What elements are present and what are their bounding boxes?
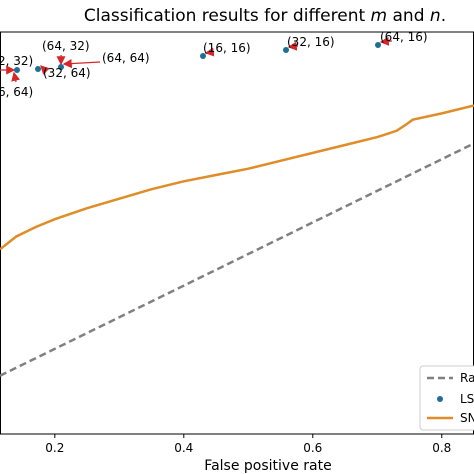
point-label: (64, 64) (102, 51, 150, 65)
roc-curve-line (0, 104, 474, 251)
chart-title: Classification results for different m a… (84, 6, 446, 26)
axes-frame (0, 31, 474, 435)
annotation-arrow (40, 65, 50, 75)
annotation-arrow (11, 71, 21, 83)
data-point (283, 47, 289, 53)
data-point (375, 42, 381, 48)
data-point (200, 53, 206, 59)
legend-swatch-point (437, 396, 443, 402)
annotation-arrow (287, 41, 299, 51)
plot-area: 0.2 0.4 0.6 0.8 (16, 16) (32, 16) (64, 16) (64,… (0, 30, 474, 455)
data-point (58, 64, 64, 70)
point-label: 2, 32) (0, 54, 33, 68)
random-classifier-line (0, 142, 474, 377)
point-label: (32, 16) (287, 35, 335, 49)
point-label: (64, 16) (380, 30, 428, 44)
legend-box (419, 365, 474, 431)
point-label: (16, 16) (203, 41, 251, 55)
x-tick-label: 0.2 (45, 441, 64, 455)
data-point (35, 66, 41, 72)
point-label: 6, 64) (0, 85, 33, 99)
x-tick-label: 0.6 (303, 441, 322, 455)
legend-label: LS (460, 392, 474, 406)
point-label: (64, 32) (42, 39, 90, 53)
point-label: (32, 64) (43, 66, 91, 80)
legend-label: SN (460, 411, 474, 425)
annotation-arrow (379, 36, 393, 46)
legend-label: Ra (460, 371, 474, 385)
x-tick-label: 0.4 (174, 441, 193, 455)
annotation-arrow (204, 47, 215, 57)
x-tick-label: 0.8 (432, 441, 451, 455)
data-point (14, 67, 20, 73)
x-axis-label: False positive rate (204, 458, 331, 474)
annotation-arrow (62, 59, 101, 69)
